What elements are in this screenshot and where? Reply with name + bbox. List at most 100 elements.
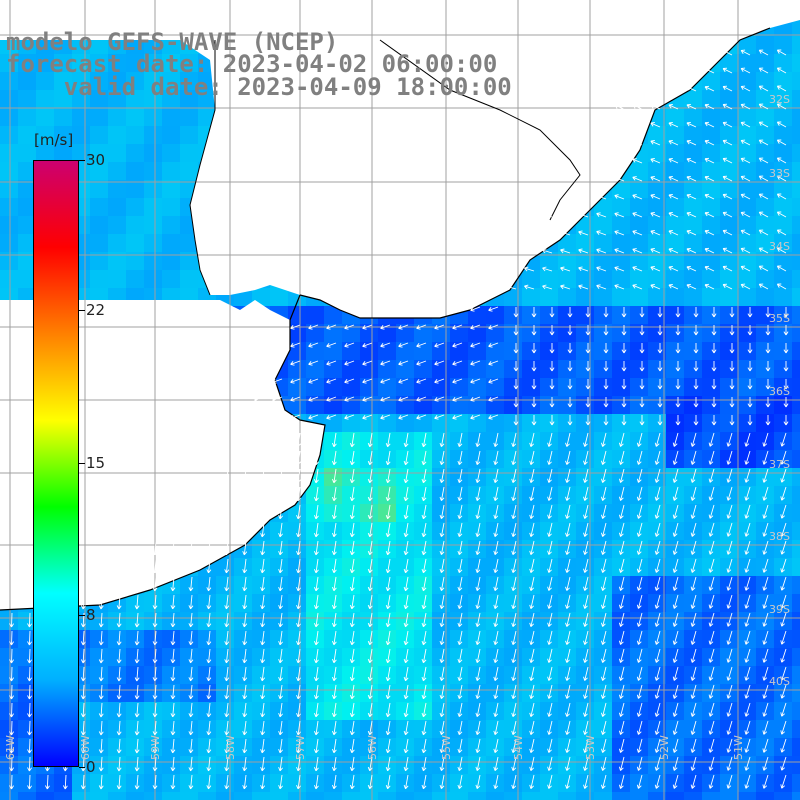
speed-cell [126, 108, 144, 126]
speed-cell [378, 504, 396, 522]
wind-arrow [421, 648, 427, 664]
wind-arrow [367, 684, 373, 700]
speed-cell [774, 180, 792, 198]
wind-arrow [583, 774, 589, 789]
speed-cell [270, 576, 288, 594]
speed-cell [792, 216, 800, 234]
speed-cell [738, 594, 756, 612]
wind-arrow [747, 307, 753, 318]
wind-arrow [475, 468, 481, 484]
speed-cell [558, 684, 576, 702]
wind-arrow [116, 702, 122, 718]
speed-cell [666, 468, 684, 486]
wind-arrow [170, 738, 176, 754]
wind-arrow [693, 415, 699, 426]
speed-cell [630, 504, 648, 522]
wind-arrow [416, 324, 427, 330]
speed-cell [234, 648, 252, 666]
speed-cell [702, 234, 720, 252]
wind-arrow [98, 612, 104, 628]
speed-cell [432, 558, 450, 576]
speed-cell [792, 306, 800, 324]
speed-cell [396, 774, 414, 792]
wind-arrow [765, 361, 771, 372]
speed-cell [522, 684, 540, 702]
wind-arrow [457, 630, 463, 646]
wind-arrow [529, 738, 535, 754]
wind-arrow [531, 361, 537, 372]
wind-arrow [618, 540, 625, 555]
wind-arrow [567, 415, 573, 426]
speed-cell [360, 504, 378, 522]
wind-arrow [313, 702, 319, 718]
speed-cell [126, 90, 144, 108]
speed-cell [126, 666, 144, 684]
wind-arrow [260, 432, 266, 448]
speed-cell [90, 90, 108, 108]
speed-cell [396, 360, 414, 378]
wind-arrow [744, 594, 751, 609]
wind-arrow [585, 397, 591, 408]
wind-arrow [583, 522, 589, 537]
speed-cell [414, 378, 432, 396]
speed-cell [432, 360, 450, 378]
speed-cell [684, 198, 702, 216]
wind-arrow [224, 576, 230, 592]
speed-cell [594, 702, 612, 720]
speed-cell [486, 648, 504, 666]
wind-arrow [457, 648, 463, 664]
wind-arrow [726, 684, 733, 699]
wind-arrow [686, 139, 697, 146]
speed-cell [684, 90, 702, 108]
wind-arrow [475, 738, 481, 754]
wind-arrow [567, 307, 573, 318]
wind-arrow [565, 702, 571, 717]
speed-cell [666, 684, 684, 702]
speed-cell [180, 54, 198, 72]
speed-cell [684, 144, 702, 162]
wind-arrow [470, 306, 481, 312]
speed-cell [504, 468, 522, 486]
wind-arrow [206, 720, 212, 736]
wind-arrow [434, 360, 445, 366]
speed-cell [486, 450, 504, 468]
wind-arrow [116, 684, 122, 700]
wind-arrow [421, 756, 427, 772]
wind-arrow [747, 397, 753, 408]
wind-arrow [116, 774, 122, 790]
speed-cell [360, 414, 378, 432]
wind-arrow [98, 720, 104, 736]
wind-arrow [457, 468, 463, 484]
wind-arrow [236, 414, 247, 420]
wind-arrow [744, 504, 751, 519]
wind-arrow [493, 684, 499, 700]
speed-cell [666, 378, 684, 396]
wind-arrow [27, 684, 32, 700]
speed-cell [756, 306, 774, 324]
wind-arrow [565, 540, 571, 555]
wind-arrow [547, 504, 553, 519]
speed-cell [594, 774, 612, 792]
speed-cell [540, 684, 558, 702]
wind-arrow [452, 324, 463, 330]
wind-arrow [488, 306, 499, 312]
speed-cell [648, 198, 666, 216]
wind-arrow [457, 756, 463, 772]
speed-cell [630, 360, 648, 378]
wind-arrow [618, 450, 625, 465]
wind-arrow [116, 576, 122, 592]
speed-cell [180, 648, 198, 666]
speed-cell [612, 450, 630, 468]
speed-cell [414, 648, 432, 666]
wind-arrow [675, 325, 681, 336]
wind-arrow [80, 738, 86, 754]
wind-arrow [421, 684, 427, 700]
speed-cell [198, 90, 216, 108]
speed-cell [162, 594, 180, 612]
wind-arrow [290, 324, 301, 330]
wind-arrow [331, 450, 337, 466]
speed-cell [720, 396, 738, 414]
speed-cell [594, 450, 612, 468]
speed-cell [648, 234, 666, 252]
wind-arrow [385, 684, 391, 700]
